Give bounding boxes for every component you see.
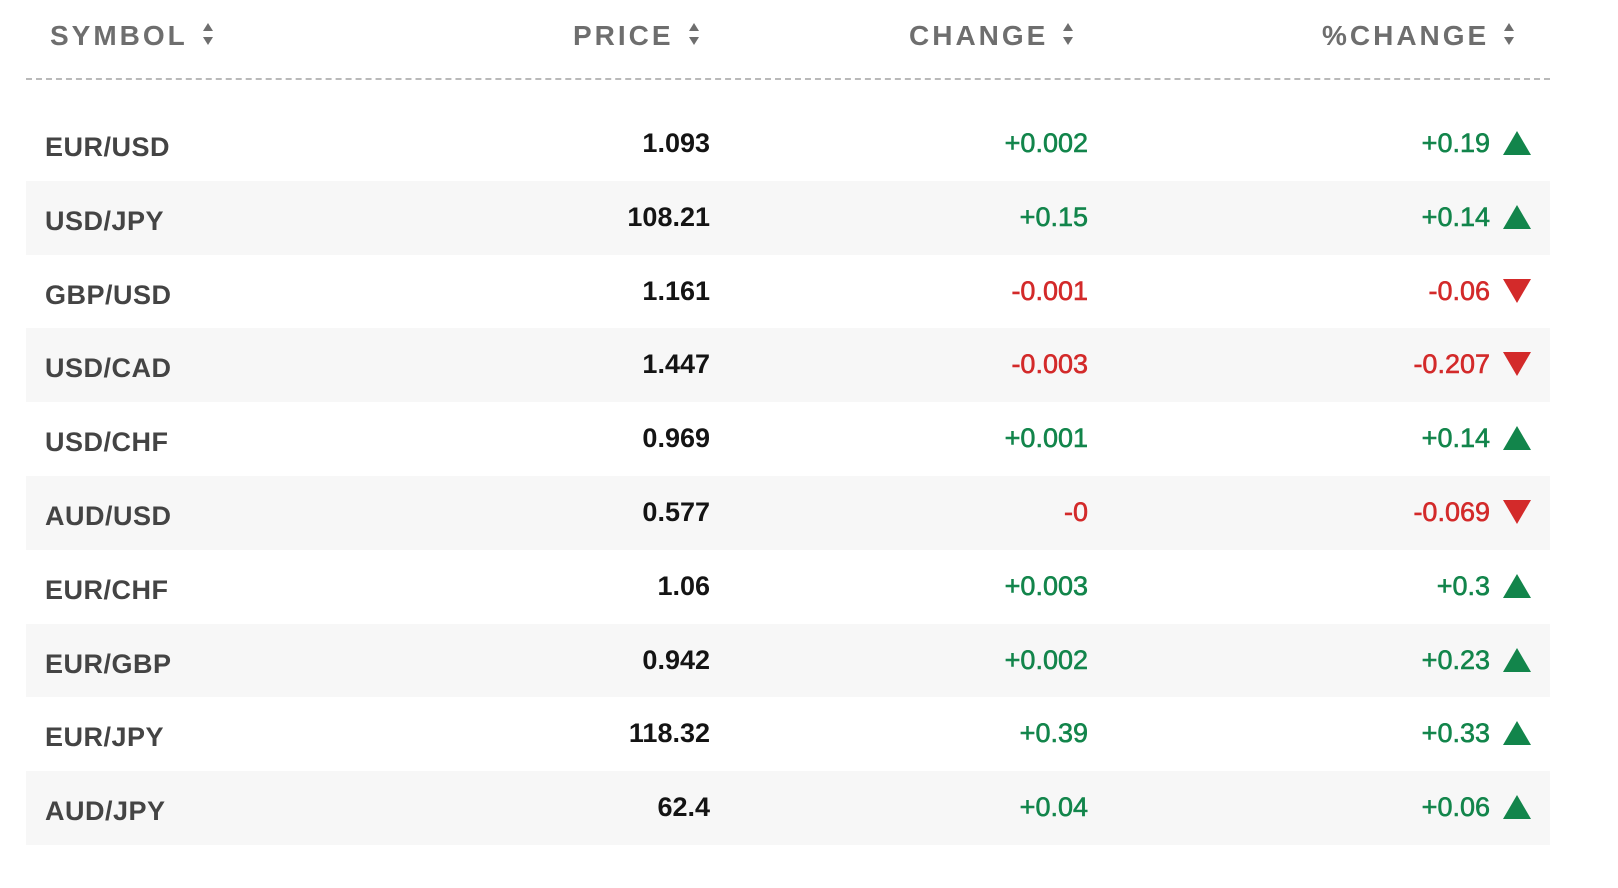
price-cell: 0.942 — [642, 644, 710, 675]
symbol-cell[interactable]: AUD/USD — [45, 500, 172, 531]
table-row[interactable]: GBP/USD 1.161 -0.001 -0.06 — [26, 255, 1550, 329]
sort-by-symbol-header[interactable]: SYMBOL — [50, 20, 214, 52]
pct-change-cell: +0.33 — [1421, 718, 1490, 749]
arrow-up-icon — [1502, 203, 1532, 231]
price-cell: 0.577 — [642, 496, 710, 527]
pct-change-cell: -0.069 — [1413, 496, 1490, 528]
quotes-table: SYMBOL PRICE CHANGE %CHANGE EUR/USD 1.093… — [26, 0, 1550, 845]
change-cell: +0.003 — [1004, 570, 1088, 601]
symbol-cell[interactable]: USD/CHF — [45, 427, 169, 458]
change-cell: +0.002 — [1004, 644, 1088, 675]
change-cell: -0.001 — [1011, 275, 1088, 306]
pct-change-cell: -0.207 — [1413, 349, 1490, 380]
arrow-up-icon — [1502, 572, 1532, 600]
table-row[interactable]: EUR/JPY 118.32 +0.39 +0.33 — [26, 697, 1550, 771]
price-cell: 1.161 — [642, 275, 710, 306]
symbol-cell[interactable]: EUR/USD — [45, 132, 171, 162]
change-cell: +0.15 — [1019, 201, 1088, 232]
arrow-up-icon — [1502, 129, 1532, 157]
symbol-cell[interactable]: USD/JPY — [45, 205, 165, 236]
table-row[interactable]: AUD/JPY 62.4 +0.04 +0.06 — [26, 771, 1550, 845]
pct-change-cell: -0.06 — [1428, 275, 1490, 306]
symbol-cell[interactable]: AUD/JPY — [45, 796, 166, 827]
price-cell: 0.969 — [642, 423, 710, 454]
table-row[interactable]: EUR/USD 1.093 +0.002 +0.19 — [26, 107, 1550, 181]
table-row[interactable]: AUD/USD 0.577 -0 -0.069 — [26, 475, 1550, 550]
pct-change-header-label: %CHANGE — [1322, 20, 1490, 51]
price-cell: 1.06 — [657, 570, 710, 601]
pct-change-cell: +0.06 — [1421, 792, 1490, 823]
sort-by-pct-change-header[interactable]: %CHANGE — [1322, 20, 1515, 52]
price-header-label: PRICE — [573, 20, 674, 51]
arrow-down-icon — [1502, 277, 1532, 305]
price-cell: 118.32 — [628, 718, 710, 749]
sort-updown-icon — [1503, 21, 1515, 47]
change-cell: +0.04 — [1019, 792, 1088, 823]
symbol-cell[interactable]: EUR/JPY — [45, 722, 165, 753]
pct-change-cell: +0.19 — [1421, 128, 1490, 159]
pct-change-cell: +0.14 — [1421, 423, 1490, 454]
symbol-cell[interactable]: GBP/USD — [45, 279, 172, 310]
price-cell: 108.21 — [627, 201, 710, 232]
symbol-header-label: SYMBOL — [50, 20, 188, 51]
change-cell: -0 — [1063, 496, 1089, 528]
arrow-up-icon — [1502, 793, 1532, 821]
arrow-down-icon — [1502, 350, 1532, 378]
arrow-up-icon — [1502, 424, 1532, 452]
arrow-up-icon — [1502, 646, 1532, 674]
table-header: SYMBOL PRICE CHANGE %CHANGE — [26, 0, 1550, 80]
symbol-cell[interactable]: EUR/CHF — [45, 574, 169, 605]
change-header-label: CHANGE — [909, 20, 1049, 51]
table-row[interactable]: EUR/GBP 0.942 +0.002 +0.23 — [26, 623, 1550, 698]
change-cell: +0.39 — [1019, 718, 1088, 749]
price-cell: 1.447 — [642, 349, 710, 380]
symbol-cell[interactable]: USD/CAD — [45, 353, 172, 384]
change-cell: +0.001 — [1004, 423, 1088, 454]
sort-by-change-header[interactable]: CHANGE — [909, 20, 1074, 52]
arrow-up-icon — [1502, 719, 1532, 747]
price-cell: 62.4 — [657, 792, 710, 823]
sort-updown-icon — [1062, 21, 1074, 47]
pct-change-cell: +0.23 — [1421, 644, 1490, 675]
change-cell: -0.003 — [1011, 349, 1088, 380]
table-row[interactable]: EUR/CHF 1.06 +0.003 +0.3 — [26, 550, 1550, 624]
sort-updown-icon — [688, 21, 700, 47]
symbol-cell[interactable]: EUR/GBP — [45, 648, 172, 679]
pct-change-cell: +0.14 — [1421, 201, 1490, 232]
table-row[interactable]: USD/CAD 1.447 -0.003 -0.207 — [26, 328, 1550, 403]
sort-updown-icon — [202, 21, 214, 47]
table-body: EUR/USD 1.093 +0.002 +0.19 USD/JPY 108.21 +0.1… — [26, 107, 1550, 845]
arrow-down-icon — [1502, 498, 1532, 526]
price-cell: 1.093 — [642, 128, 710, 158]
table-row[interactable]: USD/CHF 0.969 +0.001 +0.14 — [26, 402, 1550, 476]
pct-change-cell: +0.3 — [1436, 570, 1490, 601]
sort-by-price-header[interactable]: PRICE — [573, 20, 700, 52]
change-cell: +0.002 — [1004, 128, 1088, 159]
table-row[interactable]: USD/JPY 108.21 +0.15 +0.14 — [26, 180, 1550, 255]
